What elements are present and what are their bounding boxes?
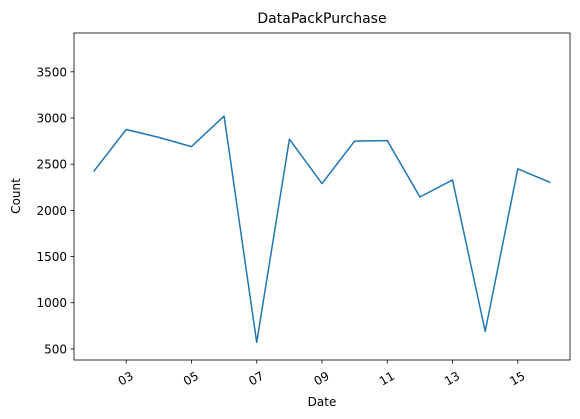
x-axis-label: Date: [308, 395, 337, 409]
x-tick-label: 07: [246, 369, 266, 389]
y-tick-label: 2500: [36, 158, 67, 172]
y-tick-label: 1500: [36, 250, 67, 264]
y-tick-label: 3000: [36, 111, 67, 125]
y-tick-label: 500: [44, 342, 67, 356]
y-tick-label: 2000: [36, 204, 67, 218]
y-tick-label: 1000: [36, 296, 67, 310]
series-line: [94, 116, 551, 342]
x-tick-label: 09: [311, 369, 331, 389]
x-tick-label: 11: [377, 369, 397, 389]
y-tick-label: 3500: [36, 65, 67, 79]
x-tick-label: 15: [507, 369, 527, 389]
x-tick-label: 03: [116, 369, 136, 389]
axes-frame: [74, 33, 570, 360]
plot-area: 500 1000 1500 2000 2500 3000 3500 03 05 07 09 11 13 1…: [36, 33, 570, 389]
chart-title: DataPackPurchase: [257, 11, 386, 27]
x-tick-label: 13: [442, 369, 462, 389]
x-tick-label: 05: [181, 369, 201, 389]
y-axis-label: Count: [9, 178, 23, 214]
